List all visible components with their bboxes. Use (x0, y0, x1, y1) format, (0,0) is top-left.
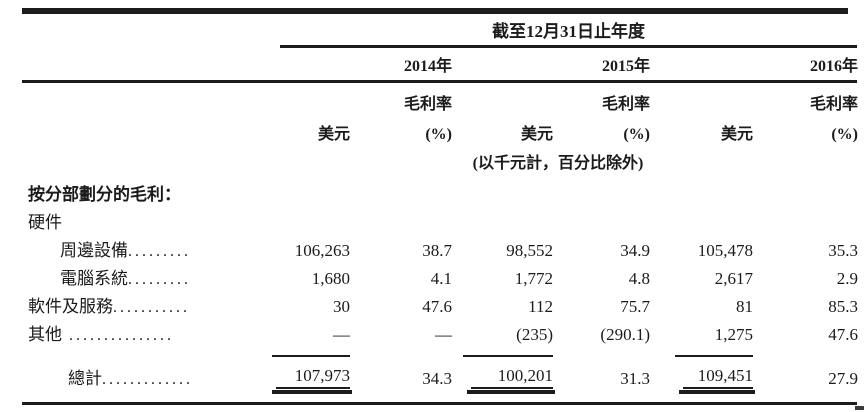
table-cell: 81 (736, 297, 753, 316)
row-label: 電腦系統......... (60, 269, 191, 288)
table-cell: 34.9 (620, 241, 650, 260)
table-cell: (235) (516, 325, 553, 344)
table-cell: 30 (333, 297, 350, 316)
top-rule (22, 8, 848, 14)
table-cell: 38.7 (422, 241, 452, 260)
table-row-hardware: 硬件 (22, 205, 858, 233)
dot-leader: ......... (128, 271, 191, 288)
table-cell: (290.1) (600, 325, 650, 344)
row-label: 軟件及服務........... (28, 297, 190, 316)
table-row-software-services: 軟件及服務........... 30 47.6 112 75.7 81 85.… (22, 289, 858, 317)
dot-leader: ......... (128, 243, 191, 260)
table-cell: 47.6 (422, 297, 452, 316)
table-cell: 4.1 (430, 269, 452, 288)
table-cell-total: 107,973 (272, 366, 352, 394)
table-cell: 85.3 (828, 297, 858, 316)
dot-leader: ............... (62, 327, 174, 344)
table-cell: — (435, 325, 452, 344)
table-cell: 1,680 (311, 269, 350, 288)
year-2014: 2014年 (403, 58, 452, 75)
table-cell-total: 109,451 (679, 366, 755, 394)
table-cell: — (333, 325, 350, 344)
subtotal-rule-2015 (463, 355, 553, 357)
year-2016: 2016年 (809, 58, 858, 75)
pct-label-2014: (%) (425, 126, 452, 143)
table-cell: 112 (528, 297, 553, 316)
period-header: 截至12月31日止年度 (280, 21, 857, 48)
margin-label-2014: 毛利率 (403, 96, 452, 113)
unit-header-row: 美元 (%) 美元 (%) 美元 (%) (22, 116, 858, 147)
row-label: 硬件 (28, 213, 62, 232)
table-cell: 2.9 (836, 269, 858, 288)
table-row-computer-systems: 電腦系統......... 1,680 4.1 1,772 4.8 2,617 … (22, 261, 858, 289)
subtotal-rule-2014 (272, 355, 350, 357)
table-cell: 47.6 (828, 325, 858, 344)
table-cell: 2,617 (714, 269, 753, 288)
units-note: (以千元計，百分比除外) (258, 147, 858, 174)
margin-label-2016: 毛利率 (809, 96, 858, 113)
row-label: 周邊設備......... (60, 241, 191, 260)
table-cell-total: 100,201 (467, 366, 555, 394)
table-cell: 106,263 (294, 241, 350, 260)
usd-label-2015: 美元 (520, 126, 553, 143)
table-cell: 98,552 (506, 241, 553, 260)
usd-label-2016: 美元 (720, 126, 753, 143)
units-note-text: (以千元計，百分比除外) (472, 154, 644, 172)
table-cell-total: 27.9 (828, 369, 858, 388)
section-title: 按分部劃分的毛利： (22, 174, 866, 205)
usd-label-2014: 美元 (317, 126, 350, 143)
table-cell-total: 31.3 (620, 369, 650, 388)
table-cell-total: 34.3 (422, 369, 452, 388)
subtotal-rule-row (22, 345, 858, 358)
table-cell: 35.3 (828, 241, 858, 260)
period-header-text: 截至12月31日止年度 (492, 22, 645, 41)
table-cell: 4.8 (628, 269, 650, 288)
row-label: 總計............. (68, 369, 193, 388)
table-cell: 75.7 (620, 297, 650, 316)
table-cell: 105,478 (697, 241, 753, 260)
table-row-peripherals: 周邊設備......... 106,263 38.7 98,552 34.9 1… (22, 233, 858, 261)
section-title-text: 按分部劃分的毛利： (28, 185, 181, 204)
row-label: 其他 ............... (28, 325, 174, 344)
year-header-row: 2014年 2015年 2016年 (22, 48, 858, 80)
dot-leader: ........... (113, 299, 190, 316)
table-cell: 1,772 (514, 269, 553, 288)
subtotal-rule-2016 (675, 355, 753, 357)
margin-label-2015: 毛利率 (601, 96, 650, 113)
scan-page: 截至12月31日止年度 2014年 2015年 2016年 毛利率 毛利率 毛利… (0, 8, 866, 410)
table-cell: 1,275 (714, 325, 753, 344)
pct-label-2015: (%) (623, 126, 650, 143)
margin-label-row: 毛利率 毛利率 毛利率 (22, 83, 858, 116)
table-row-others: 其他 ............... — — (235) (290.1) 1,2… (22, 317, 858, 345)
pct-label-2016: (%) (831, 126, 858, 143)
table-row-total: 總計............. 107,973 34.3 100,201 31.… (22, 358, 858, 394)
header-rule (22, 80, 857, 83)
year-2015: 2015年 (601, 58, 650, 75)
dot-leader: ............. (102, 371, 193, 388)
scan-artifact (855, 406, 864, 410)
